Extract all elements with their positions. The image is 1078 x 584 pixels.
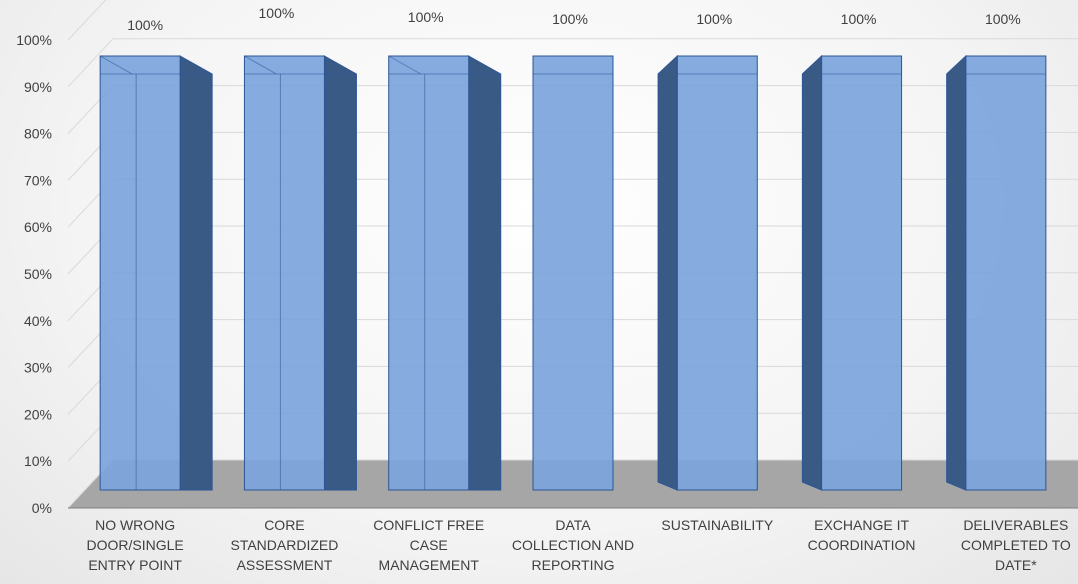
data-label: 100% (696, 11, 732, 27)
bar-inner-edge (99, 55, 133, 75)
x-category-label: CASE (410, 537, 448, 553)
x-category-label: COORDINATION (808, 537, 916, 553)
bar-side-face (468, 55, 502, 491)
bar-front-face (99, 55, 181, 491)
bar-front-face (821, 55, 903, 491)
bar-side-face (657, 54, 678, 491)
bar-side-face (179, 55, 213, 491)
y-tick-label: 90% (24, 79, 52, 95)
gridline-diagonal (67, 38, 114, 88)
bar[interactable] (243, 55, 357, 491)
y-tick-label: 100% (16, 32, 52, 48)
x-category-label: DATA (555, 517, 591, 533)
y-tick-label: 40% (24, 313, 52, 329)
bar-front-face (243, 55, 325, 491)
bar-side-face (946, 54, 967, 491)
x-category-label: EXCHANGE IT (814, 517, 909, 533)
bar-front-face (388, 55, 470, 491)
x-category-label: NO WRONG (95, 517, 175, 533)
bar-side-face (801, 54, 823, 491)
x-category-label: DELIVERABLES (963, 517, 1068, 533)
data-label: 100% (259, 5, 295, 21)
x-category-label: STANDARDIZED (230, 537, 338, 553)
x-category-label: CORE (264, 517, 304, 533)
y-tick-label: 70% (24, 172, 52, 188)
x-category-label: SUSTAINABILITY (661, 517, 773, 533)
data-label: 100% (127, 17, 163, 33)
data-label: 100% (552, 11, 588, 27)
x-category-label: CONFLICT FREE (373, 517, 484, 533)
y-tick-label: 80% (24, 126, 52, 142)
bar[interactable] (801, 54, 903, 491)
x-category-label: ENTRY POINT (88, 557, 182, 573)
bar[interactable] (532, 55, 614, 491)
data-label: 100% (841, 11, 877, 27)
data-label: 100% (985, 11, 1021, 27)
x-category-label: ASSESSMENT (237, 557, 333, 573)
y-tick-label: 60% (24, 219, 52, 235)
data-label: 100% (408, 9, 444, 25)
bar-front-face (532, 55, 614, 491)
y-tick-label: 30% (24, 360, 52, 376)
x-category-label: MANAGEMENT (379, 557, 480, 573)
bar[interactable] (99, 55, 213, 491)
bar[interactable] (657, 54, 758, 491)
bar[interactable] (388, 55, 502, 491)
y-tick-label: 50% (24, 266, 52, 282)
y-tick-label: 10% (24, 453, 52, 469)
bar-front-face (965, 55, 1047, 491)
gridline-diagonal (67, 0, 107, 41)
bar-front-face (676, 55, 758, 491)
x-category-label: DATE* (995, 557, 1037, 573)
y-tick-label: 0% (32, 500, 52, 516)
bar-side-face (323, 55, 357, 491)
y-tick-label: 20% (24, 406, 52, 422)
bar-inner-edge (388, 55, 421, 75)
x-category-label: REPORTING (532, 557, 615, 573)
x-category-label: COMPLETED TO (961, 537, 1071, 553)
x-category-label: COLLECTION AND (512, 537, 634, 553)
bar-inner-edge (244, 55, 277, 75)
bar[interactable] (946, 54, 1047, 491)
x-category-label: DOOR/SINGLE (87, 537, 184, 553)
